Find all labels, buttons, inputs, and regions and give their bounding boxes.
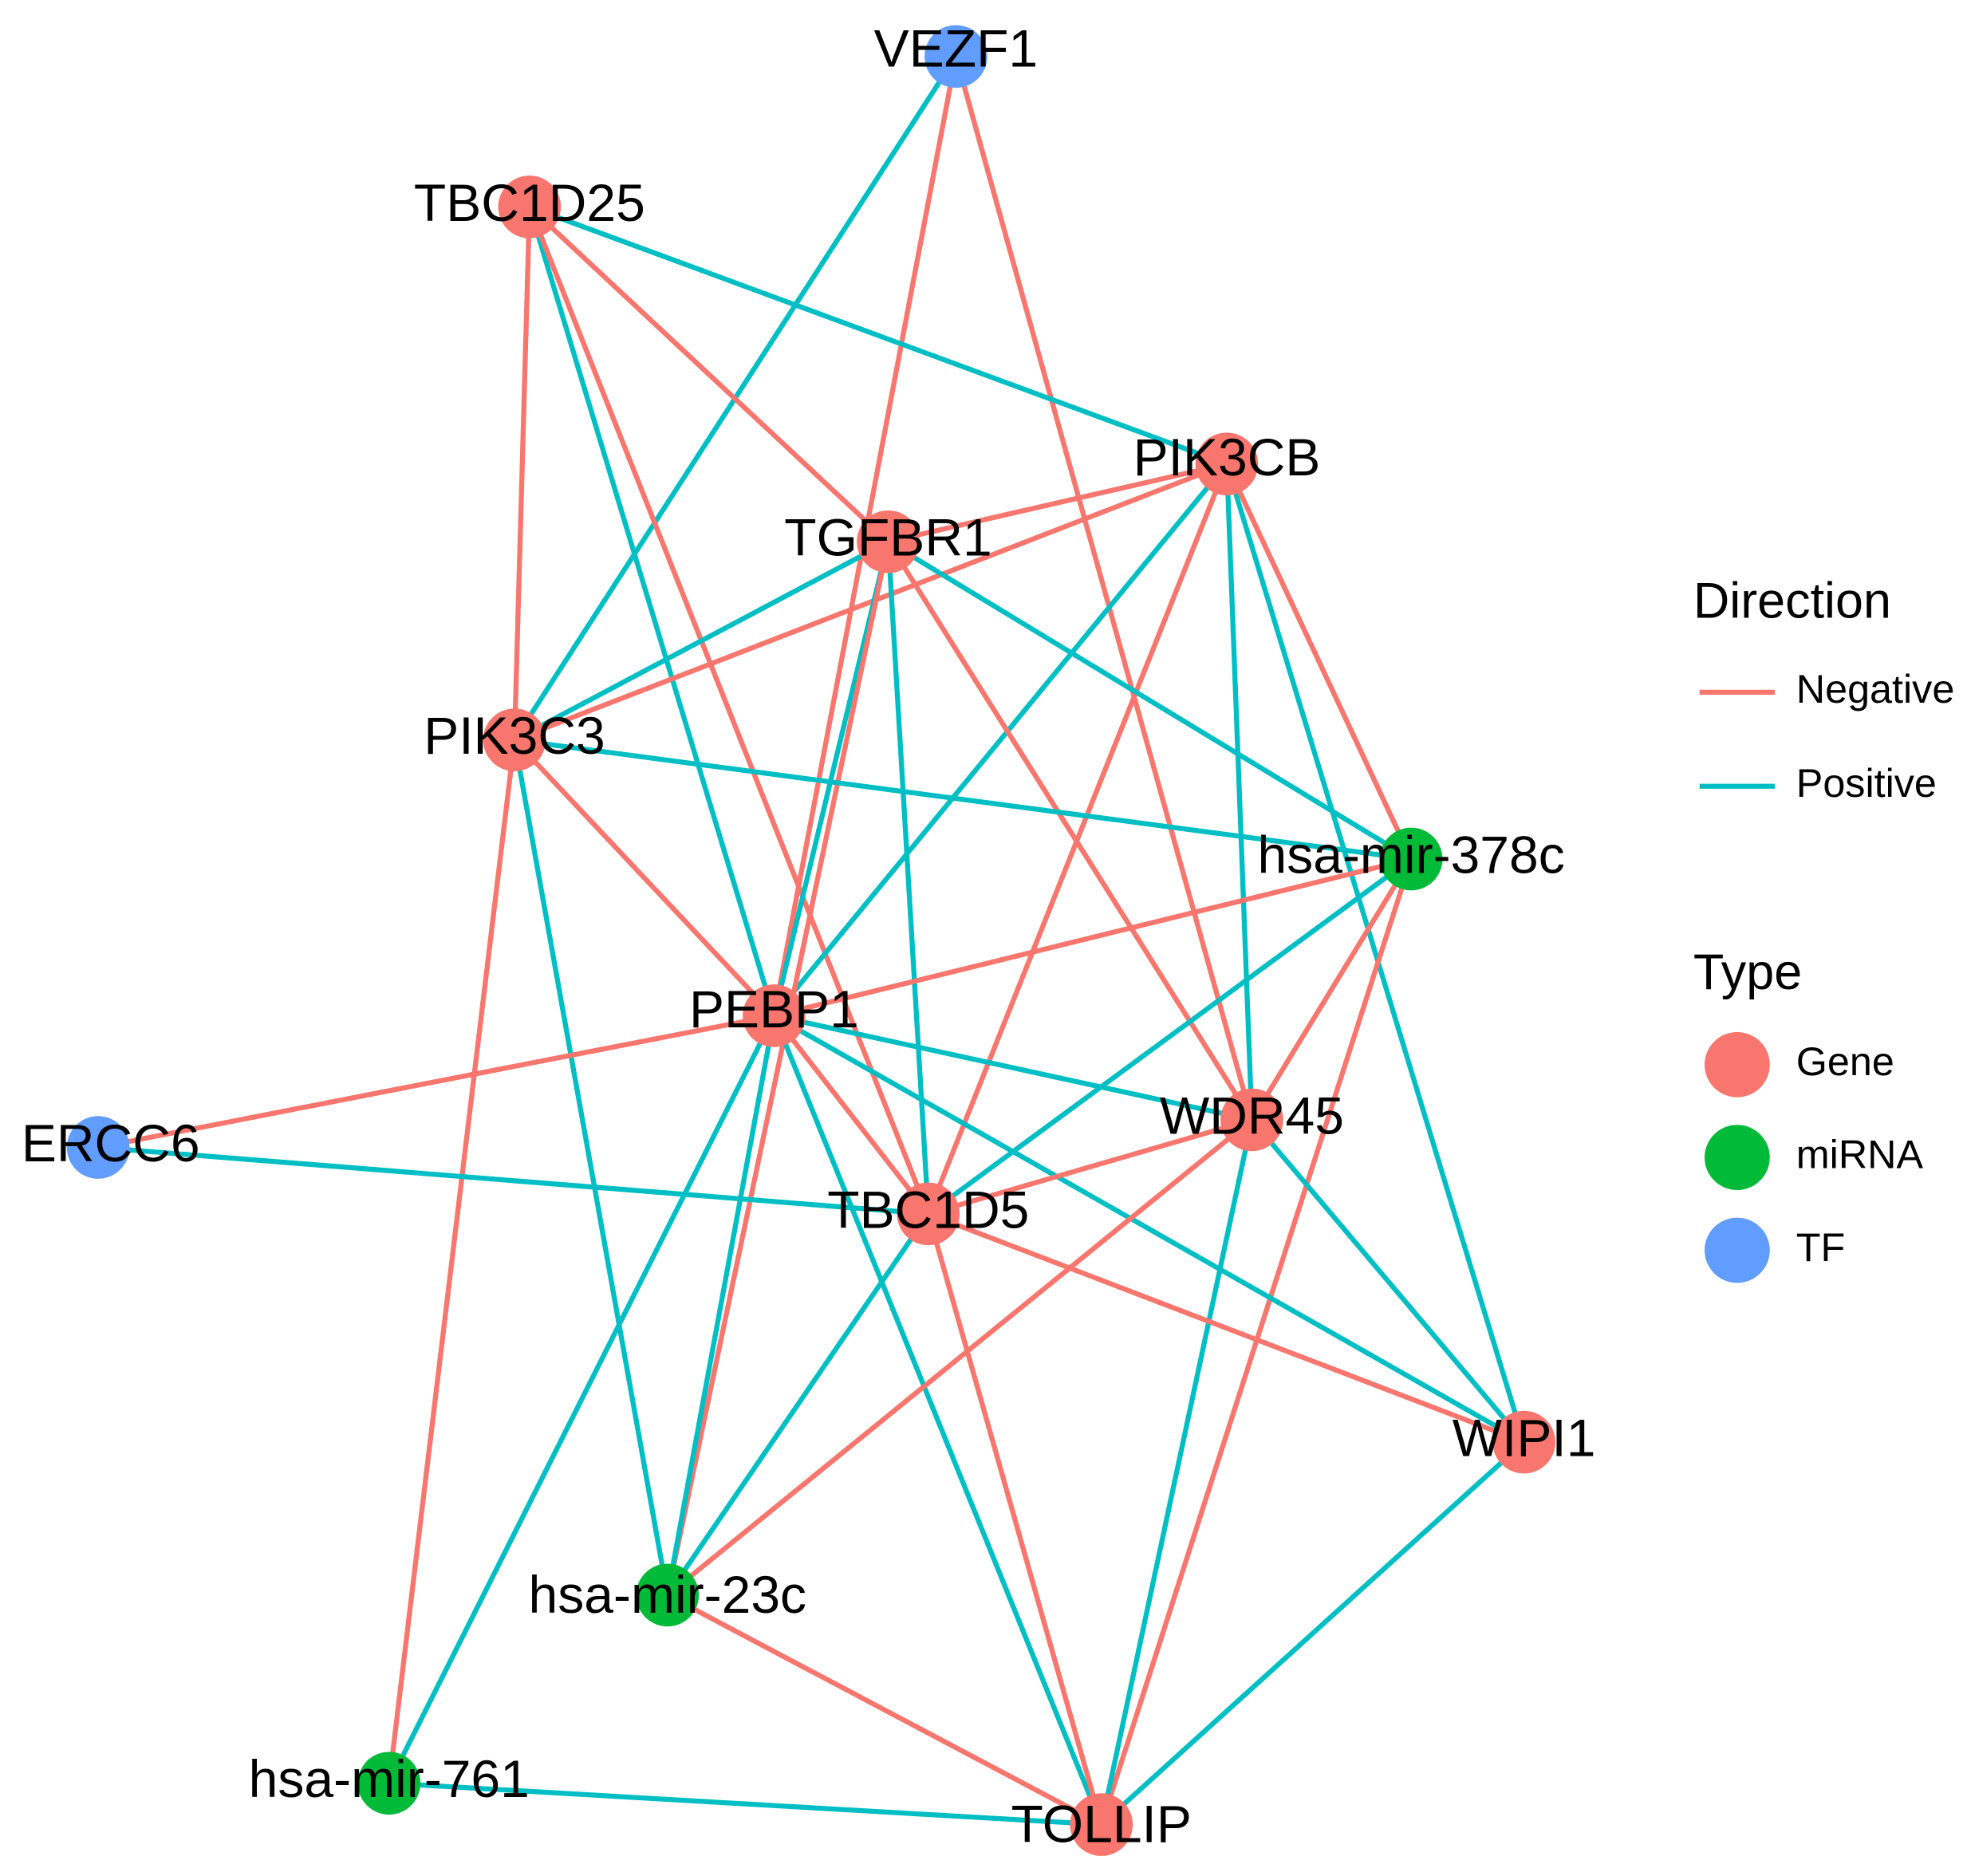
- edge: [97, 1013, 775, 1150]
- node: [924, 25, 987, 89]
- node: [1220, 1088, 1283, 1152]
- edge: [1224, 463, 1527, 1443]
- edge: [772, 462, 1229, 1018]
- edge: [386, 1015, 777, 1785]
- legend-title: Direction: [1693, 573, 1891, 629]
- edge: [887, 461, 1228, 545]
- node-label: WIPI1: [1453, 1408, 1596, 1467]
- legend-label: miRNA: [1796, 1131, 1924, 1176]
- edge: [514, 737, 1412, 862]
- edge: [1224, 463, 1413, 861]
- node-label: TOLLIP: [1011, 1795, 1192, 1854]
- edge: [528, 204, 1228, 467]
- edge: [1250, 1117, 1527, 1444]
- legend-label: Negative: [1796, 666, 1955, 711]
- edge: [513, 461, 1228, 743]
- edge: [513, 539, 889, 743]
- edge: [926, 857, 1413, 1216]
- edge: [1249, 857, 1413, 1121]
- edge: [388, 1780, 1102, 1827]
- edge: [771, 1014, 931, 1216]
- node: [857, 510, 920, 573]
- edge: [773, 1013, 1253, 1123]
- legend-label: TF: [1796, 1224, 1845, 1270]
- edge: [511, 739, 670, 1596]
- edge: [925, 1213, 1104, 1826]
- edge: [526, 206, 777, 1017]
- edge: [886, 539, 1413, 861]
- edge: [526, 206, 931, 1216]
- edge: [664, 541, 891, 1596]
- node: [66, 1116, 130, 1179]
- edge: [665, 1117, 1254, 1598]
- node-label: PEBP1: [689, 979, 859, 1038]
- node: [498, 175, 562, 238]
- node-label: WDR45: [1160, 1086, 1344, 1145]
- node-label: TBC1D25: [414, 173, 645, 232]
- node: [636, 1563, 700, 1627]
- legend-label: Gene: [1796, 1038, 1894, 1084]
- edges: [97, 55, 1527, 1827]
- node: [1379, 827, 1443, 891]
- edge: [773, 856, 1412, 1019]
- edge: [1099, 1440, 1526, 1827]
- legend-label: Positive: [1796, 760, 1937, 806]
- legend-key: [1705, 1125, 1770, 1191]
- node-label: hsa-mir-761: [249, 1749, 530, 1808]
- nodes: VEZF1 TBC1D25 PIK3CB TGFBR1 PIK3C3 hsa-mir-37…: [22, 18, 1596, 1856]
- legend: Direction Type Negative Positive Gene miRNA…: [1693, 573, 1954, 1283]
- legend-key: [1705, 1217, 1770, 1283]
- edge: [512, 738, 776, 1018]
- node: [357, 1752, 421, 1815]
- edge: [953, 55, 1255, 1121]
- edge: [666, 1593, 1103, 1827]
- edge: [664, 1015, 777, 1596]
- node: [1492, 1410, 1555, 1474]
- edge: [927, 1211, 1525, 1444]
- legend-key: [1705, 1031, 1770, 1098]
- edge: [771, 1015, 1104, 1826]
- node-label: hsa-mir-378c: [1258, 825, 1565, 884]
- node: [897, 1182, 960, 1246]
- node: [743, 984, 806, 1047]
- edge: [1224, 463, 1255, 1121]
- edge: [386, 739, 518, 1784]
- edge: [97, 1145, 929, 1217]
- node-label: PIK3CB: [1133, 428, 1321, 487]
- edge: [511, 207, 533, 740]
- node: [1070, 1793, 1133, 1856]
- legend-title: Type: [1693, 944, 1802, 1000]
- edge: [927, 1117, 1253, 1216]
- node: [483, 708, 546, 771]
- node-label: VEZF1: [874, 18, 1038, 77]
- edge: [1098, 1119, 1255, 1826]
- node-label: TGFBR1: [784, 508, 991, 567]
- edge: [527, 205, 890, 544]
- node: [1195, 432, 1259, 496]
- edge: [665, 1212, 931, 1597]
- edge: [772, 1013, 1526, 1444]
- node-label: ERCC6: [22, 1113, 200, 1172]
- node-label: TBC1D5: [827, 1180, 1029, 1239]
- node-label: PIK3C3: [424, 706, 605, 765]
- node-label: hsa-mir-23c: [529, 1565, 806, 1624]
